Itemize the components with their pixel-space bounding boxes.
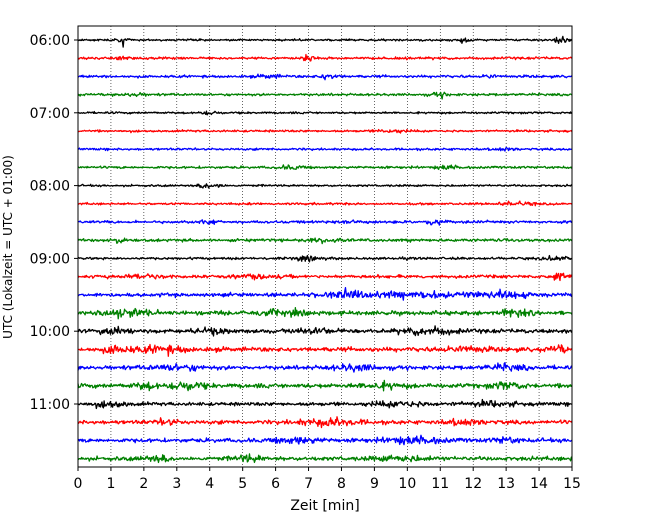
trace-row-14 (77, 286, 573, 301)
trace-row-0 (77, 35, 573, 48)
y-tick-label-08:00: 08:00 (30, 179, 70, 195)
trace-row-12 (77, 254, 573, 263)
x-tick-label-13: 13 (497, 476, 515, 492)
x-tick-label-5: 5 (238, 476, 247, 492)
trace-row-19 (77, 379, 573, 392)
x-axis-ticks: 0 1 2 3 4 5 6 7 8 9 10 11 12 13 14 15 (74, 467, 581, 492)
trace-row-4 (77, 110, 573, 116)
trace-row-13 (77, 272, 573, 282)
x-tick-label-15: 15 (563, 476, 581, 492)
y-tick-label-11:00: 11:00 (30, 397, 70, 413)
trace-row-11 (77, 237, 573, 245)
x-tick-label-4: 4 (205, 476, 214, 492)
trace-row-1 (77, 53, 573, 62)
x-tick-label-3: 3 (172, 476, 181, 492)
trace-row-6 (77, 146, 573, 152)
trace-row-23 (77, 453, 573, 464)
trace-row-8 (77, 183, 573, 189)
trace-row-15 (77, 306, 573, 320)
x-tick-label-7: 7 (304, 476, 313, 492)
y-tick-label-09:00: 09:00 (30, 251, 70, 267)
trace-row-18 (77, 362, 573, 373)
x-tick-label-0: 0 (74, 476, 83, 492)
x-tick-label-6: 6 (271, 476, 280, 492)
y-tick-label-10:00: 10:00 (30, 324, 70, 340)
trace-row-3 (77, 91, 573, 100)
trace-row-21 (77, 416, 573, 429)
trace-row-2 (77, 73, 573, 81)
trace-row-10 (77, 219, 573, 226)
x-tick-label-12: 12 (464, 476, 482, 492)
trace-row-9 (77, 200, 573, 207)
trace-row-22 (77, 434, 573, 446)
plot-frame (77, 25, 573, 468)
vertical-gridlines (110, 26, 540, 467)
trace-row-20 (77, 398, 573, 410)
trace-row-17 (77, 343, 573, 357)
x-tick-label-9: 9 (370, 476, 379, 492)
trace-row-5 (77, 128, 573, 134)
seismic-traces (77, 35, 573, 464)
x-tick-label-2: 2 (139, 476, 148, 492)
x-tick-label-10: 10 (398, 476, 416, 492)
y-axis-label: UTC (Lokalzeit = UTC + 01:00) (1, 155, 15, 339)
x-tick-label-11: 11 (431, 476, 449, 492)
trace-row-7 (77, 164, 573, 171)
x-tick-label-14: 14 (530, 476, 548, 492)
x-tick-label-8: 8 (337, 476, 346, 492)
y-tick-label-06:00: 06:00 (30, 33, 70, 49)
x-axis-label: Zeit [min] (290, 498, 359, 514)
y-axis-ticks: 06:00 07:00 08:00 09:00 10:00 11:00 (30, 33, 78, 413)
x-tick-label-1: 1 (106, 476, 115, 492)
y-tick-label-07:00: 07:00 (30, 106, 70, 122)
trace-row-16 (77, 325, 573, 337)
